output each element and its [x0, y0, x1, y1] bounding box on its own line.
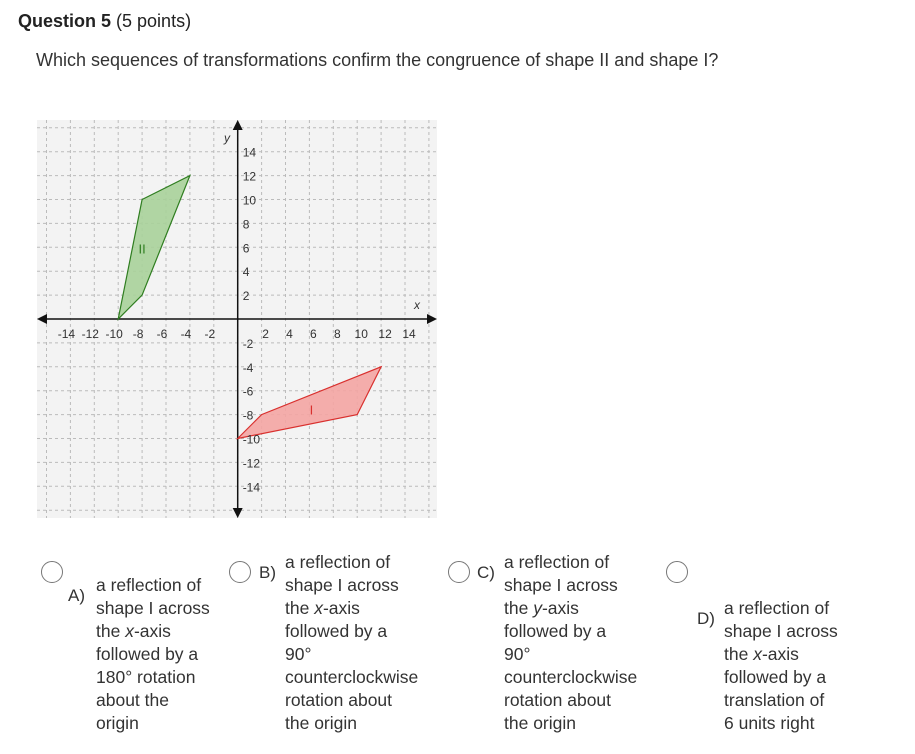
option-d-radio[interactable] — [666, 561, 688, 583]
question-title: Question 5 (5 points) — [18, 11, 191, 32]
x-tick-label: 12 — [378, 327, 392, 341]
x-tick-label: -10 — [106, 327, 124, 341]
question-points: (5 points) — [116, 11, 192, 31]
option-line: followed by a — [504, 621, 607, 641]
y-axis-label: y — [223, 131, 231, 145]
option-line: a reflection of — [504, 552, 610, 572]
option-line: 90° — [285, 644, 312, 664]
option-line: the origin — [285, 713, 357, 733]
x-tick-label: 10 — [355, 327, 369, 341]
question-number: Question 5 — [18, 11, 112, 31]
option-line: the x-axis — [724, 644, 799, 664]
x-tick-label: 8 — [334, 327, 341, 341]
option-line: counterclockwise — [285, 667, 419, 687]
y-tick-label: -4 — [243, 361, 254, 375]
option-line: followed by a — [285, 621, 388, 641]
x-axis-right-arrow-icon — [427, 314, 437, 324]
question-text: Which sequences of transformations confi… — [36, 50, 719, 70]
option-line: shape I across — [724, 621, 838, 641]
coordinate-graph: III-14 -12 -10 -8 -6 -4 -2 2 4 6 8 10 12 141412108642… — [37, 120, 437, 518]
option-b-text[interactable]: a reflection of shape I across the x-axis f… — [285, 551, 445, 735]
option-line: shape I across — [285, 575, 399, 595]
option-line: shape I across — [96, 598, 210, 618]
shape-label-i: I — [310, 403, 314, 418]
option-line: a reflection of — [724, 598, 830, 618]
y-tick-label: -8 — [243, 409, 254, 423]
y-axis-down-arrow-icon — [232, 508, 243, 518]
option-line: rotation about — [285, 690, 393, 710]
option-d-letter: D) — [697, 609, 715, 628]
y-tick-label: -12 — [243, 456, 261, 470]
option-a-letter: A) — [68, 586, 85, 605]
option-c-text[interactable]: a reflection of shape I across the y-axis f… — [504, 551, 664, 735]
option-line: followed by a — [96, 644, 199, 664]
option-line: the y-axis — [504, 598, 579, 618]
option-c-letter: C) — [477, 563, 495, 582]
x-tick-label: 4 — [286, 327, 293, 341]
y-tick-label: 12 — [243, 170, 257, 184]
option-b-radio[interactable] — [229, 561, 251, 583]
y-tick-label: -10 — [243, 433, 261, 447]
option-line: 180° rotation — [96, 667, 196, 687]
y-tick-label: 10 — [243, 194, 257, 208]
option-line: 90° — [504, 644, 531, 664]
x-tick-label: -12 — [82, 327, 100, 341]
x-axis-label: x — [413, 298, 421, 312]
option-c-radio[interactable] — [448, 561, 470, 583]
x-tick-label: -2 — [204, 327, 215, 341]
option-line: the x-axis — [96, 621, 171, 641]
y-tick-label: -2 — [243, 337, 254, 351]
y-axis-up-arrow-icon — [232, 120, 243, 130]
x-tick-label: 6 — [310, 327, 317, 341]
option-line: translation of — [724, 690, 825, 710]
x-tick-label: -6 — [157, 327, 168, 341]
option-line: about the — [96, 690, 169, 710]
option-line: the x-axis — [285, 598, 360, 618]
y-tick-label: 4 — [243, 265, 250, 279]
shape-i — [235, 365, 383, 440]
x-tick-label: 14 — [402, 327, 416, 341]
shape-label-ii: II — [138, 241, 145, 256]
x-tick-label: 2 — [262, 327, 269, 341]
y-tick-label: -6 — [243, 385, 254, 399]
shape-ii — [117, 174, 192, 321]
x-tick-label: -8 — [133, 327, 144, 341]
option-line: origin — [96, 713, 139, 733]
option-line: a reflection of — [96, 575, 202, 595]
option-line: followed by a — [724, 667, 827, 687]
option-line: shape I across — [504, 575, 618, 595]
x-tick-label: -14 — [58, 327, 76, 341]
option-a-radio[interactable] — [41, 561, 63, 583]
option-line: the origin — [504, 713, 576, 733]
y-tick-label: 2 — [243, 289, 250, 303]
y-tick-label: 6 — [243, 241, 250, 255]
x-tick-label: -4 — [181, 327, 192, 341]
option-b-letter: B) — [259, 563, 276, 582]
option-line: 6 units right — [724, 713, 815, 733]
y-tick-label: -14 — [243, 480, 261, 494]
option-line: a reflection of — [285, 552, 391, 572]
option-line: counterclockwise — [504, 667, 638, 687]
y-tick-label: 14 — [243, 146, 257, 160]
option-line: rotation about — [504, 690, 612, 710]
option-d-text[interactable]: a reflection of shape I across the x-axis f… — [724, 597, 884, 735]
x-axis-left-arrow-icon — [37, 314, 47, 324]
option-a-text[interactable]: a reflection of shape I across the x-axis f… — [96, 574, 256, 735]
y-tick-label: 8 — [243, 217, 250, 231]
